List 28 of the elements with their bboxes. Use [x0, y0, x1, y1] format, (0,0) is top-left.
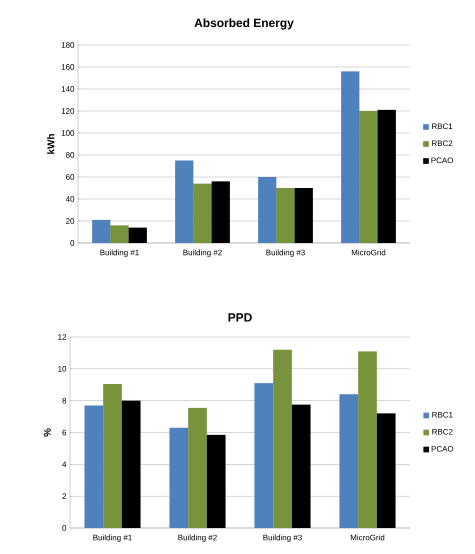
- bar: [110, 225, 129, 243]
- bar: [254, 383, 274, 528]
- bar: [122, 400, 141, 528]
- bar: [258, 176, 276, 243]
- bar: [294, 188, 313, 243]
- bar: [273, 350, 292, 528]
- bar: [84, 405, 104, 528]
- bar: [206, 434, 226, 528]
- bar: [341, 71, 360, 243]
- bar: [193, 184, 212, 243]
- bar: [92, 220, 110, 243]
- bar: [376, 413, 396, 528]
- bar: [358, 351, 377, 528]
- bar: [103, 384, 122, 528]
- chart-title: PPD: [228, 313, 252, 322]
- y-axis-title: kWh: [47, 134, 54, 154]
- bar: [212, 181, 230, 243]
- bar: [359, 110, 378, 243]
- bar: [128, 228, 147, 243]
- bar: [378, 110, 396, 243]
- bar: [339, 394, 358, 528]
- bar: [292, 404, 311, 528]
- chart-title: Absorbed Energy: [194, 18, 294, 30]
- bar: [276, 188, 295, 243]
- bar: [169, 428, 188, 528]
- y-axis-title: %: [44, 428, 51, 437]
- bar: [188, 408, 207, 528]
- bar: [175, 160, 194, 243]
